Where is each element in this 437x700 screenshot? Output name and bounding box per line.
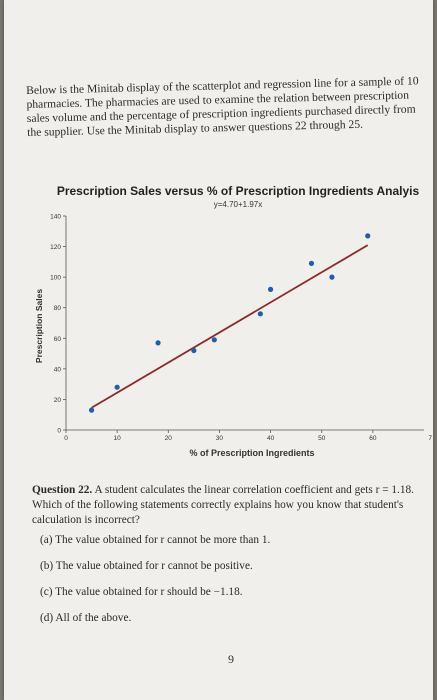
data-point xyxy=(155,340,161,346)
regression-line xyxy=(91,244,369,409)
data-point xyxy=(191,347,197,354)
y-axis-label: Prescription Sales xyxy=(34,289,44,363)
x-tick-label: 30 xyxy=(216,435,224,442)
question-text: Question 22. A student calculates the li… xyxy=(32,483,430,528)
x-tick-label: 10 xyxy=(114,435,122,442)
question-22: Question 22. A student calculates the li… xyxy=(32,483,430,528)
chart-title: Prescription Sales versus % of Prescript… xyxy=(57,184,420,198)
y-tick-label: 80 xyxy=(54,305,62,312)
option-a[interactable]: (a) The value obtained for r cannot be m… xyxy=(40,534,271,546)
x-tick-label: 0 xyxy=(64,435,68,442)
y-tick-label: 120 xyxy=(50,244,61,251)
option-c[interactable]: (c) The value obtained for r should be −… xyxy=(40,586,243,598)
x-tick-label: 20 xyxy=(165,435,173,442)
regression-equation: y=4.70+1.97x xyxy=(214,200,262,209)
y-tick-label: 140 xyxy=(50,214,61,221)
option-d[interactable]: (d) All of the above. xyxy=(40,612,132,624)
y-tick-label: 100 xyxy=(50,275,61,282)
data-point xyxy=(329,274,335,280)
x-tick-label: 50 xyxy=(318,435,326,442)
data-point xyxy=(365,233,371,239)
worksheet-page: Below is the Minitab display of the scat… xyxy=(4,0,433,700)
data-point xyxy=(114,384,120,390)
y-tick-label: 60 xyxy=(54,336,62,343)
y-tick-label: 0 xyxy=(57,428,61,435)
data-point xyxy=(257,311,263,317)
option-b[interactable]: (b) The value obtained for r cannot be p… xyxy=(40,560,253,572)
x-edge-label: 7 xyxy=(428,435,432,442)
data-point xyxy=(267,286,274,292)
x-axis-label: % of Prescription Ingredients xyxy=(189,448,314,458)
scatterplot-chart: Prescription Sales versus % of Prescript… xyxy=(34,184,432,458)
data-point xyxy=(211,337,217,343)
x-tick-label: 40 xyxy=(267,435,275,442)
question-label: Question 22. xyxy=(32,484,93,496)
page-number: 9 xyxy=(228,652,234,666)
data-point xyxy=(308,260,315,266)
y-tick-label: 20 xyxy=(54,397,62,404)
x-tick-label: 60 xyxy=(369,435,377,442)
y-tick-label: 40 xyxy=(54,366,62,373)
data-point xyxy=(88,407,95,413)
question-body: A student calculates the linear correlat… xyxy=(32,484,415,526)
